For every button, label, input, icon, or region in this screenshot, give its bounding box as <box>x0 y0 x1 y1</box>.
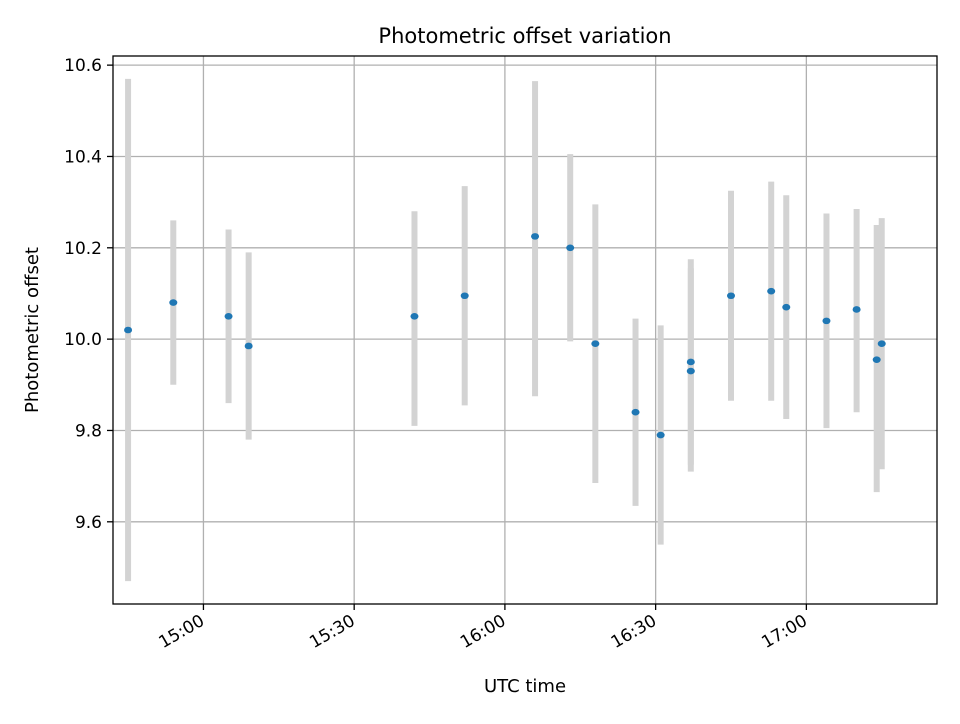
data-points <box>124 233 886 439</box>
y-tick-label: 10.4 <box>64 147 102 167</box>
y-axis-label: Photometric offset <box>22 247 43 413</box>
data-point <box>852 306 861 313</box>
x-axis-label: UTC time <box>484 676 566 697</box>
chart-title: Photometric offset variation <box>378 24 671 48</box>
y-axis-ticks: 9.6 9.8 10.0 10.2 10.4 10.6 <box>64 56 113 533</box>
data-point <box>460 292 469 300</box>
data-point <box>244 342 253 350</box>
data-point <box>767 287 776 295</box>
y-tick-label: 10.6 <box>64 56 102 76</box>
plot-frame <box>112 55 938 605</box>
data-point <box>591 340 600 348</box>
y-tick-label: 9.6 <box>75 513 102 533</box>
data-point <box>631 408 640 416</box>
data-point <box>566 244 575 252</box>
data-point <box>872 356 881 363</box>
data-point <box>782 303 791 311</box>
data-point <box>531 233 540 240</box>
data-point <box>169 299 178 306</box>
data-point <box>877 340 886 348</box>
data-point <box>224 313 233 320</box>
data-point <box>686 358 695 366</box>
data-point <box>727 292 735 300</box>
data-point <box>124 326 133 334</box>
y-tick-label: 9.8 <box>75 421 102 441</box>
y-tick-label: 10.2 <box>64 239 102 259</box>
y-tick-label: 10.0 <box>64 330 102 350</box>
data-point <box>656 431 665 439</box>
data-point <box>686 367 695 375</box>
data-point <box>822 317 831 325</box>
data-point <box>410 313 419 320</box>
